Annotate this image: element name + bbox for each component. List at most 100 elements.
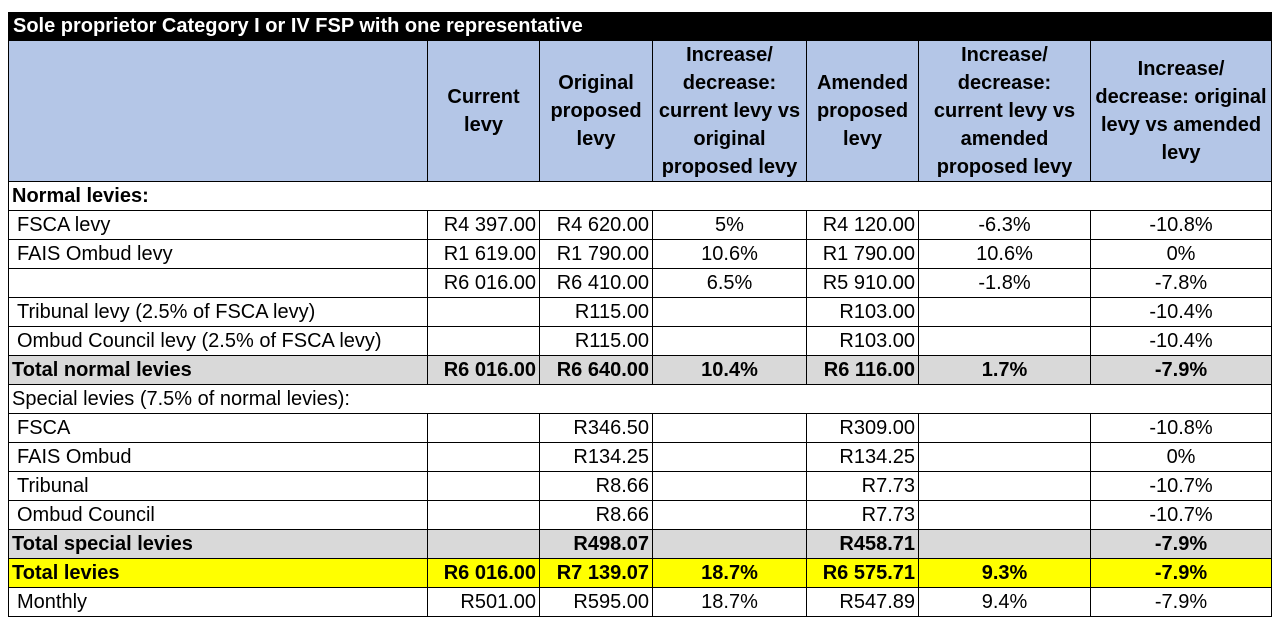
- cell: R498.07: [539, 529, 653, 559]
- header-cell: Current levy: [427, 40, 540, 182]
- table-row: Ombud Council levy (2.5% of FSCA levy) R1…: [8, 326, 1273, 356]
- cell: R6 410.00: [539, 268, 653, 298]
- cell: R6 575.71: [806, 558, 919, 588]
- cell: R6 016.00: [427, 558, 540, 588]
- cell: -7.8%: [1089, 268, 1273, 298]
- cell: -10.8%: [1089, 413, 1273, 443]
- cell: R8.66: [539, 471, 653, 501]
- cell: 0%: [1089, 442, 1273, 472]
- cell: [427, 500, 540, 530]
- cell: [652, 500, 807, 530]
- section-label: Normal levies:: [7, 181, 1273, 211]
- cell: [427, 529, 540, 559]
- section-label: Special levies (7.5% of normal levies):: [7, 384, 1273, 414]
- header-cell: Increase/ decrease: original levy vs ame…: [1089, 40, 1273, 182]
- cell: R1 790.00: [806, 239, 919, 269]
- cell: [918, 471, 1091, 501]
- cell: [918, 442, 1091, 472]
- title-row: Sole proprietor Category I or IV FSP wit…: [7, 12, 1273, 41]
- cell: R595.00: [539, 587, 653, 617]
- row-label: FSCA levy: [8, 210, 428, 240]
- cell: 9.3%: [918, 558, 1091, 588]
- cell: 18.7%: [652, 558, 807, 588]
- cell: [427, 442, 540, 472]
- table-row: Special levies (7.5% of normal levies):: [7, 384, 1273, 414]
- cell: R1 790.00: [539, 239, 653, 269]
- cell: [652, 442, 807, 472]
- cell: [652, 529, 807, 559]
- cell: R115.00: [539, 326, 653, 356]
- cell: R309.00: [806, 413, 919, 443]
- cell: 10.6%: [652, 239, 807, 269]
- cell: R4 620.00: [539, 210, 653, 240]
- table-row: FSCA levy R4 397.00 R4 620.00 5% R4 120.00 -6…: [8, 210, 1273, 240]
- cell: [652, 297, 807, 327]
- cell: R7 139.07: [539, 558, 653, 588]
- row-label: [8, 268, 428, 298]
- cell: -1.8%: [918, 268, 1091, 298]
- cell: [652, 326, 807, 356]
- cell: R6 116.00: [806, 355, 919, 385]
- cell: R458.71: [806, 529, 919, 559]
- row-label: Ombud Council: [8, 500, 428, 530]
- table-row: Total normal levies R6 016.00 R6 640.00 10.…: [8, 355, 1273, 385]
- header-cell: Original proposed levy: [539, 40, 653, 182]
- table-row: Total levies R6 016.00 R7 139.07 18.7% R6 57…: [8, 558, 1273, 588]
- row-label: Tribunal levy (2.5% of FSCA levy): [8, 297, 428, 327]
- cell: -7.9%: [1089, 587, 1273, 617]
- cell: [652, 413, 807, 443]
- table-row: FAIS Ombud R134.25 R134.25 0%: [8, 442, 1273, 472]
- row-label: Total special levies: [8, 529, 428, 559]
- cell: 10.6%: [918, 239, 1091, 269]
- cell: 18.7%: [652, 587, 807, 617]
- cell: -10.4%: [1089, 297, 1273, 327]
- cell: R7.73: [806, 500, 919, 530]
- row-label: Tribunal: [8, 471, 428, 501]
- cell: -10.7%: [1089, 471, 1273, 501]
- cell: R6 016.00: [427, 268, 540, 298]
- table-row: R6 016.00 R6 410.00 6.5% R5 910.00 -1.8% -7.8…: [8, 268, 1273, 298]
- cell: 1.7%: [918, 355, 1091, 385]
- table-row: FAIS Ombud levy R1 619.00 R1 790.00 10.6% R1…: [8, 239, 1273, 269]
- cell: R5 910.00: [806, 268, 919, 298]
- cell: [427, 326, 540, 356]
- cell: -6.3%: [918, 210, 1091, 240]
- cell: [427, 471, 540, 501]
- cell: R4 120.00: [806, 210, 919, 240]
- cell: R346.50: [539, 413, 653, 443]
- header-cell: Amended proposed levy: [806, 40, 919, 182]
- cell: 5%: [652, 210, 807, 240]
- cell: [918, 413, 1091, 443]
- table-title: Sole proprietor Category I or IV FSP wit…: [7, 12, 1273, 41]
- levy-table: Sole proprietor Category I or IV FSP wit…: [7, 12, 1273, 617]
- row-label: Total levies: [8, 558, 428, 588]
- table-row: Monthly R501.00 R595.00 18.7% R547.89 9.4% -7.…: [8, 587, 1273, 617]
- row-label: FSCA: [8, 413, 428, 443]
- cell: R6 640.00: [539, 355, 653, 385]
- header-cell: [8, 40, 428, 182]
- header-cell: Increase/ decrease: current levy vs orig…: [652, 40, 807, 182]
- row-label: Total normal levies: [8, 355, 428, 385]
- cell: R115.00: [539, 297, 653, 327]
- table-body: Normal levies: FSCA levy R4 397.00 R4 620.0…: [7, 181, 1273, 617]
- table-row: Normal levies:: [7, 181, 1273, 211]
- cell: R6 016.00: [427, 355, 540, 385]
- table-row: Tribunal R8.66 R7.73 -10.7%: [8, 471, 1273, 501]
- cell: -7.9%: [1089, 529, 1273, 559]
- cell: [918, 500, 1091, 530]
- row-label: FAIS Ombud levy: [8, 239, 428, 269]
- cell: R1 619.00: [427, 239, 540, 269]
- cell: R501.00: [427, 587, 540, 617]
- cell: R134.25: [806, 442, 919, 472]
- table-row: Tribunal levy (2.5% of FSCA levy) R115.00…: [8, 297, 1273, 327]
- row-label: Ombud Council levy (2.5% of FSCA levy): [8, 326, 428, 356]
- cell: -10.8%: [1089, 210, 1273, 240]
- cell: R7.73: [806, 471, 919, 501]
- table-row: Total special levies R498.07 R458.71 -7.9%: [8, 529, 1273, 559]
- cell: [427, 413, 540, 443]
- cell: R103.00: [806, 326, 919, 356]
- cell: R4 397.00: [427, 210, 540, 240]
- cell: 6.5%: [652, 268, 807, 298]
- cell: -10.4%: [1089, 326, 1273, 356]
